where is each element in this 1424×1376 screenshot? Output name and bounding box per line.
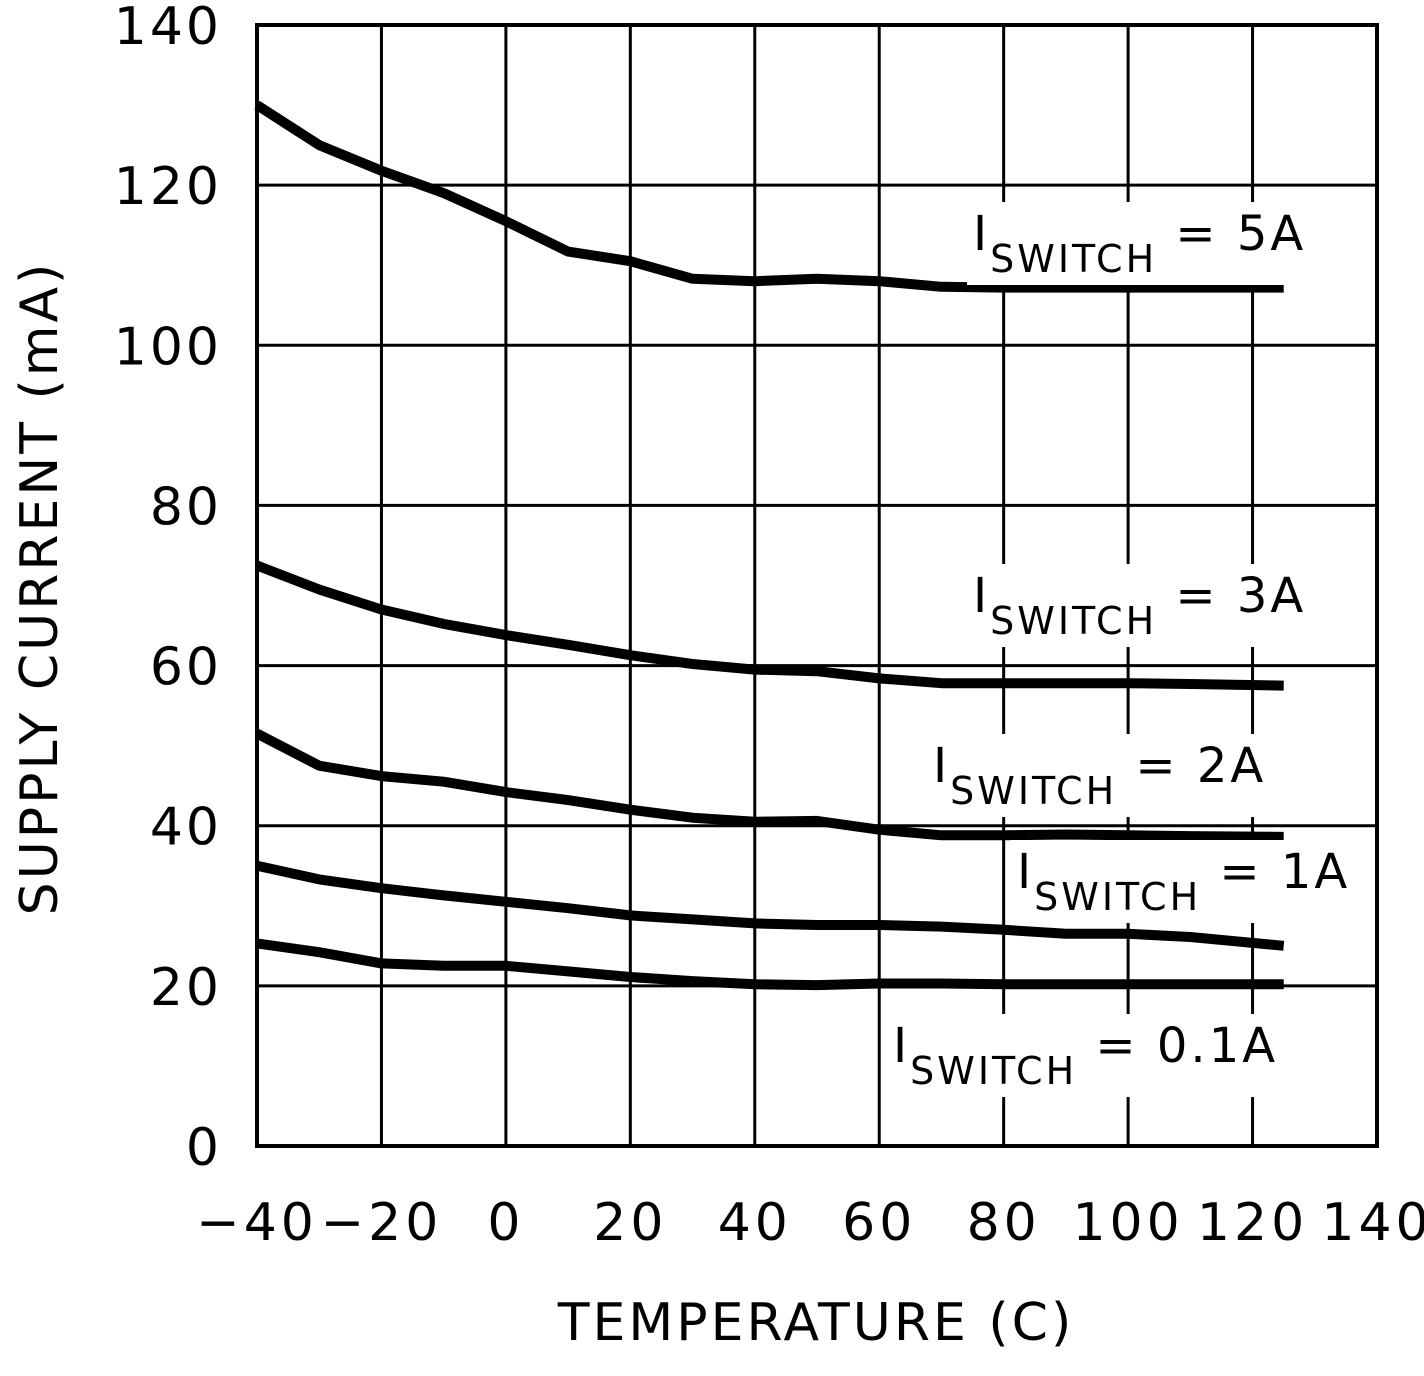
series-label-value: = 0.1A xyxy=(1077,1018,1278,1074)
series-line xyxy=(255,560,1284,691)
series-label-value: = 5A xyxy=(1157,206,1306,262)
series-line xyxy=(255,860,1285,951)
series-label-value: = 1A xyxy=(1201,844,1350,900)
series-label-main: I xyxy=(933,738,950,794)
series-label: ISWITCH = 3A xyxy=(973,568,1306,643)
series-label-background xyxy=(887,1014,1285,1097)
series-label: ISWITCH = 5A xyxy=(973,206,1306,281)
x-tick-label: −20 xyxy=(321,1193,443,1253)
series-label-background xyxy=(1011,840,1357,923)
y-tick-label: 40 xyxy=(150,798,222,858)
y-tick-label: 140 xyxy=(114,0,222,57)
series-label-subscript: SWITCH xyxy=(990,237,1157,281)
x-tick-label: 140 xyxy=(1321,1193,1424,1253)
y-tick-label: 80 xyxy=(150,477,222,537)
series-line xyxy=(254,729,1284,842)
series-label: ISWITCH = 2A xyxy=(933,738,1266,813)
x-tick-label: 0 xyxy=(487,1193,524,1253)
tick-labels: −40 −20 0 20 40 60 80 100 120 1400204060801001201… xyxy=(114,0,1424,1253)
series-line xyxy=(256,938,1284,991)
series-label: ISWITCH = 1A xyxy=(1017,844,1350,919)
series-label-value: = 3A xyxy=(1157,568,1306,624)
x-tick-label: 60 xyxy=(842,1193,916,1253)
series-label-background xyxy=(967,564,1313,647)
x-tick-label: 80 xyxy=(967,1193,1041,1253)
plot-frame xyxy=(255,23,1379,1148)
series-label-background xyxy=(927,734,1273,817)
series-label-main: I xyxy=(973,568,990,624)
x-tick-label: 20 xyxy=(593,1193,667,1253)
series-label-value: = 2A xyxy=(1117,738,1266,794)
plot-area xyxy=(254,100,1285,991)
y-tick-label: 0 xyxy=(186,1118,222,1178)
y-axis-title: SUPPLY CURRENT (mA) xyxy=(10,261,70,916)
series-label-main: I xyxy=(893,1018,910,1074)
x-tick-label: 40 xyxy=(718,1193,792,1253)
y-tick-label: 100 xyxy=(114,317,222,377)
series-line xyxy=(254,100,1284,293)
y-tick-label: 120 xyxy=(114,157,222,217)
x-axis-title: TEMPERATURE (C) xyxy=(557,1293,1074,1353)
y-tick-label: 60 xyxy=(150,638,222,698)
series-label-subscript: SWITCH xyxy=(1034,875,1201,919)
series-label-background xyxy=(967,202,1313,285)
series-label-subscript: SWITCH xyxy=(990,599,1157,643)
x-tick-label: −40 xyxy=(196,1193,318,1253)
series-label-main: I xyxy=(1017,844,1034,900)
x-tick-label: 120 xyxy=(1197,1193,1308,1253)
series-label-main: I xyxy=(973,206,990,262)
y-tick-label: 20 xyxy=(150,958,222,1018)
series-label-subscript: SWITCH xyxy=(910,1049,1077,1093)
series-label-subscript: SWITCH xyxy=(950,769,1117,813)
x-tick-label: 100 xyxy=(1072,1193,1183,1253)
series-label: ISWITCH = 0.1A xyxy=(893,1018,1278,1093)
